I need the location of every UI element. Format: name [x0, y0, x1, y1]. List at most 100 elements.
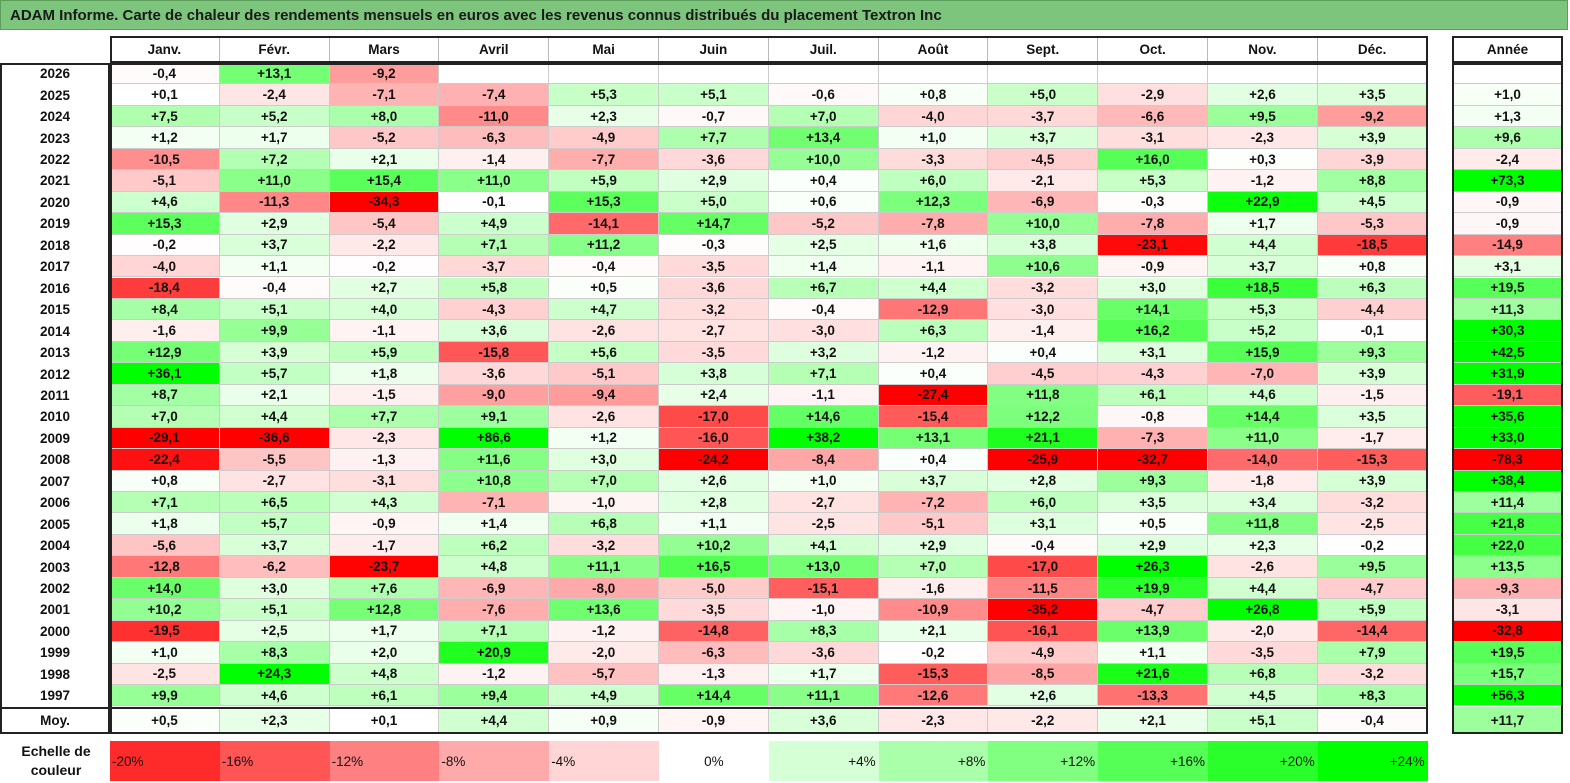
heatmap-cell: -3,1	[1098, 127, 1208, 149]
heatmap-cell: +0,1	[110, 84, 220, 106]
heatmap-cell: -4,5	[988, 363, 1099, 385]
heatmap-cell: +6,1	[329, 685, 440, 707]
heatmap-cell: -3,6	[439, 363, 550, 385]
year-label: 2014	[0, 320, 110, 342]
heatmap-cell: +5,7	[219, 513, 330, 535]
heatmap-cell: -0,4	[219, 277, 330, 299]
heatmap-cell: +5,9	[1317, 599, 1428, 621]
annual-cell: +11,4	[1452, 492, 1563, 514]
heatmap-cell: +2,5	[219, 620, 330, 643]
heatmap-cell: -23,1	[1098, 234, 1208, 257]
annual-cell: +13,5	[1452, 556, 1563, 578]
heatmap-cell: +14,7	[659, 213, 769, 235]
heatmap-cell: -15,3	[1317, 449, 1428, 471]
heatmap-cell: -12,6	[878, 685, 989, 707]
heatmap-cell: -6,9	[439, 577, 550, 600]
year-label: 2025	[0, 84, 110, 106]
heatmap-cell	[659, 63, 769, 85]
heatmap-cell: -4,3	[1098, 363, 1208, 385]
heatmap-cell: +11,6	[439, 449, 550, 471]
heatmap-cell	[1098, 63, 1208, 85]
heatmap-cell: +2,3	[549, 105, 659, 128]
color-scale-stop: -4%	[549, 741, 659, 781]
heatmap-cell: -1,6	[110, 320, 220, 342]
heatmap-cell: +15,3	[549, 191, 659, 214]
heatmap-cell: -11,5	[988, 577, 1099, 600]
heatmap-cell: +22,9	[1208, 191, 1318, 214]
heatmap-cell: -7,7	[549, 148, 659, 171]
heatmap-cell: +1,0	[878, 127, 989, 149]
heatmap-cell: -1,5	[329, 384, 440, 407]
heatmap-cell: -3,1	[329, 470, 440, 492]
heatmap-cell: +6,0	[878, 170, 989, 192]
year-label: 2002	[0, 577, 110, 600]
heatmap-cell: -18,5	[1317, 234, 1428, 257]
heatmap-cell: +9,3	[1098, 470, 1208, 492]
heatmap-cell: +16,5	[659, 556, 769, 578]
heatmap-cell: +0,6	[768, 191, 879, 214]
annual-cell: -0,9	[1452, 191, 1563, 214]
heatmap-cell: -4,7	[1317, 577, 1428, 600]
heatmap-cell: +3,0	[219, 577, 330, 600]
color-scale-stop: +4%	[768, 741, 879, 781]
heatmap-cell: +4,3	[329, 492, 440, 514]
annual-cell: +1,3	[1452, 105, 1563, 128]
heatmap-cell: +3,0	[1098, 277, 1208, 299]
heatmap-cell: -2,6	[549, 320, 659, 342]
heatmap-cell: +4,4	[878, 277, 989, 299]
heatmap-cell: -29,1	[110, 427, 220, 450]
annual-cell: -3,1	[1452, 599, 1563, 621]
month-header: Déc.	[1317, 36, 1428, 63]
heatmap-cell: +3,5	[1098, 492, 1208, 514]
heatmap-cell: +1,7	[329, 620, 440, 643]
heatmap-cell: +7,2	[219, 148, 330, 171]
heatmap-cell: +0,3	[1208, 148, 1318, 171]
heatmap-cell: +4,4	[1208, 577, 1318, 600]
heatmap-cell: +2,5	[768, 234, 879, 257]
month-header: Sept.	[988, 36, 1099, 63]
heatmap-cell: -5,0	[659, 577, 769, 600]
annual-cell: +19,5	[1452, 277, 1563, 299]
heatmap-cell: +10,2	[659, 534, 769, 557]
heatmap-cell: -3,2	[988, 277, 1099, 299]
heatmap-cell: +7,7	[659, 127, 769, 149]
heatmap-cell: -0,9	[329, 513, 440, 535]
heatmap-cell: +6,0	[988, 492, 1099, 514]
heatmap-cell: -5,1	[110, 170, 220, 192]
heatmap-cell: -4,5	[988, 148, 1099, 171]
color-scale-stop: +8%	[878, 741, 989, 781]
heatmap-cell: +11,8	[1208, 513, 1318, 535]
heatmap-cell: -2,2	[329, 234, 440, 257]
annual-cell: -9,3	[1452, 577, 1563, 600]
heatmap-cell: -1,1	[768, 384, 879, 407]
year-label: 2018	[0, 234, 110, 257]
heatmap-cell: +21,1	[988, 427, 1099, 450]
heatmap-cell: +3,9	[1317, 470, 1428, 492]
heatmap-cell: +8,7	[110, 384, 220, 407]
heatmap-cell: -0,4	[110, 63, 220, 85]
heatmap-cell: +8,3	[768, 620, 879, 643]
heatmap-cell: -3,6	[659, 277, 769, 299]
heatmap-cell: -2,1	[988, 170, 1099, 192]
heatmap-cell: -0,3	[659, 234, 769, 257]
heatmap-cell: +5,3	[1208, 298, 1318, 321]
heatmap-cell: +2,6	[659, 470, 769, 492]
heatmap-cell: +1,7	[768, 663, 879, 686]
color-scale-stop: -8%	[439, 741, 550, 781]
heatmap-cell: +5,6	[549, 341, 659, 364]
heatmap-cell: -11,0	[439, 105, 550, 128]
heatmap-cell: +11,2	[549, 234, 659, 257]
heatmap-cell: +10,2	[110, 599, 220, 621]
color-scale-stop: +24%	[1317, 741, 1428, 781]
heatmap-cell: +7,1	[439, 234, 550, 257]
heatmap-cell: -15,8	[439, 341, 550, 364]
heatmap-cell: -11,3	[219, 191, 330, 214]
heatmap-cell: +2,8	[659, 492, 769, 514]
year-label: 2017	[0, 256, 110, 278]
heatmap-cell: +4,9	[439, 213, 550, 235]
heatmap-cell: +1,1	[1098, 642, 1208, 664]
heatmap-cell	[1208, 63, 1318, 85]
heatmap-cell: +11,0	[219, 170, 330, 192]
heatmap-cell: -7,6	[439, 599, 550, 621]
heatmap-cell: -3,9	[1317, 148, 1428, 171]
